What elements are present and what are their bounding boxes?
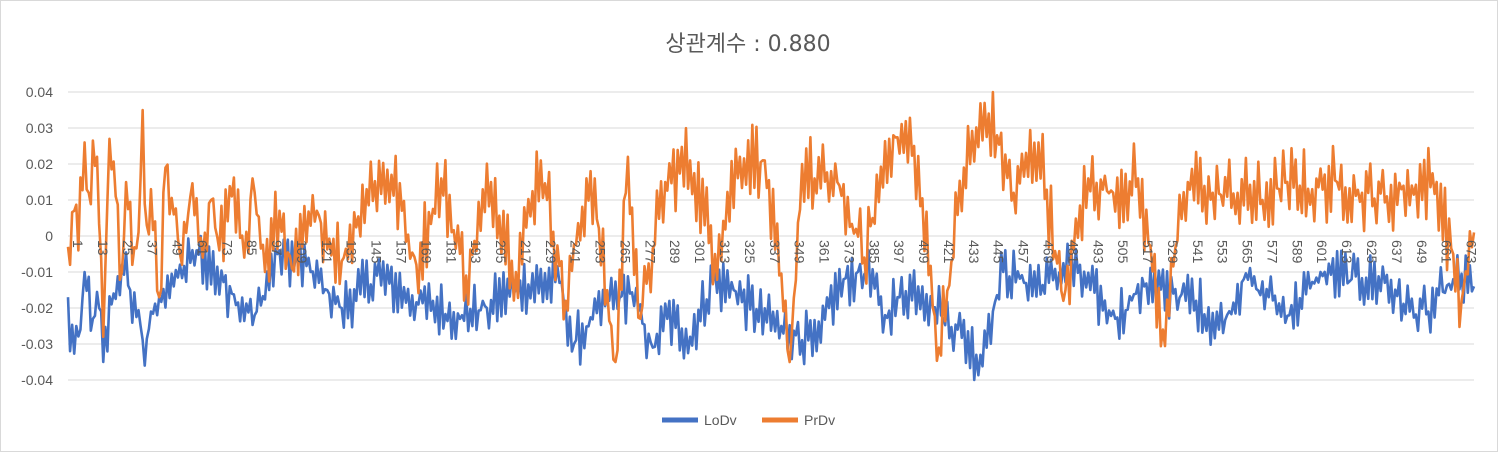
- y-tick-label: 0.01: [26, 192, 53, 208]
- x-tick-label: 97: [269, 240, 285, 256]
- x-tick-label: 517: [1140, 240, 1156, 264]
- x-tick-label: 421: [941, 240, 957, 264]
- x-tick-label: 337: [767, 240, 783, 264]
- y-tick-label: 0.02: [26, 156, 53, 172]
- legend-label-prdv: PrDv: [804, 412, 835, 428]
- x-tick-label: 409: [916, 240, 932, 264]
- x-tick-label: 349: [792, 240, 808, 264]
- x-tick-label: 121: [319, 240, 335, 264]
- x-tick-label: 565: [1240, 240, 1256, 264]
- y-tick-label: -0.03: [21, 336, 53, 352]
- x-tick-label: 553: [1215, 240, 1231, 264]
- x-tick-label: 637: [1389, 240, 1405, 264]
- x-tick-label: 253: [593, 240, 609, 264]
- y-tick-label: -0.02: [21, 300, 53, 316]
- x-tick-label: 85: [244, 240, 260, 256]
- x-tick-label: 181: [443, 240, 459, 264]
- x-tick-label: 373: [841, 240, 857, 264]
- x-tick-label: 649: [1414, 240, 1430, 264]
- x-tick-label: 661: [1439, 240, 1455, 264]
- x-tick-label: 577: [1264, 240, 1280, 264]
- x-tick-label: 265: [617, 240, 633, 264]
- x-tick-label: 49: [170, 240, 186, 256]
- y-tick-label: -0.04: [21, 372, 53, 388]
- x-tick-label: 601: [1314, 240, 1330, 264]
- x-tick-label: 673: [1464, 240, 1480, 264]
- x-tick-label: 361: [817, 240, 833, 264]
- x-tick-label: 13: [95, 240, 111, 256]
- x-tick-label: 529: [1165, 240, 1181, 264]
- x-tick-label: 493: [1090, 240, 1106, 264]
- x-tick-label: 325: [742, 240, 758, 264]
- x-tick-label: 613: [1339, 240, 1355, 264]
- x-tick-label: 289: [667, 240, 683, 264]
- x-tick-label: 193: [468, 240, 484, 264]
- x-tick-label: 313: [717, 240, 733, 264]
- x-tick-label: 301: [692, 240, 708, 264]
- x-tick-label: 457: [1016, 240, 1032, 264]
- y-tick-label: 0: [45, 228, 53, 244]
- x-tick-label: 505: [1115, 240, 1131, 264]
- x-tick-label: 469: [1041, 240, 1057, 264]
- x-tick-label: 277: [642, 240, 658, 264]
- x-tick-label: 157: [394, 240, 410, 264]
- y-tick-label: -0.01: [21, 264, 53, 280]
- series-line-lodv: [66, 234, 1476, 382]
- x-tick-label: 1: [70, 240, 86, 248]
- x-tick-label: 25: [120, 240, 136, 256]
- x-tick-label: 625: [1364, 240, 1380, 264]
- y-axis-ticks: 0.04 0.03 0.02 0.01 0 -0.01 -0.02 -0.03 -0.04: [21, 84, 53, 388]
- chart-title: 상관계수 : 0.880: [665, 32, 831, 57]
- x-tick-label: 385: [866, 240, 882, 264]
- x-tick-label: 589: [1289, 240, 1305, 264]
- x-tick-label: 217: [518, 240, 534, 264]
- x-tick-label: 229: [543, 240, 559, 264]
- y-tick-label: 0.04: [26, 84, 53, 100]
- x-tick-label: 433: [966, 240, 982, 264]
- x-tick-label: 133: [344, 240, 360, 264]
- x-axis-ticks: 1 13 25 37 49 61 73 85 97 109 121 133 145 157 169 181 19…: [70, 240, 1480, 264]
- legend-label-lodv: LoDv: [704, 412, 737, 428]
- y-tick-label: 0.03: [26, 120, 53, 136]
- x-tick-label: 109: [294, 240, 310, 264]
- x-tick-label: 61: [194, 240, 210, 256]
- series-lines: [66, 90, 1476, 382]
- x-tick-label: 241: [568, 240, 584, 264]
- x-tick-label: 145: [369, 240, 385, 264]
- x-tick-label: 397: [891, 240, 907, 264]
- x-tick-label: 445: [991, 240, 1007, 264]
- legend: LoDv PrDv: [662, 412, 835, 428]
- x-tick-label: 73: [219, 240, 235, 256]
- x-tick-label: 169: [418, 240, 434, 264]
- series-line-prdv: [66, 90, 1476, 364]
- x-tick-label: 541: [1190, 240, 1206, 264]
- x-tick-label: 481: [1065, 240, 1081, 264]
- x-tick-label: 37: [145, 240, 161, 256]
- x-tick-label: 205: [493, 240, 509, 264]
